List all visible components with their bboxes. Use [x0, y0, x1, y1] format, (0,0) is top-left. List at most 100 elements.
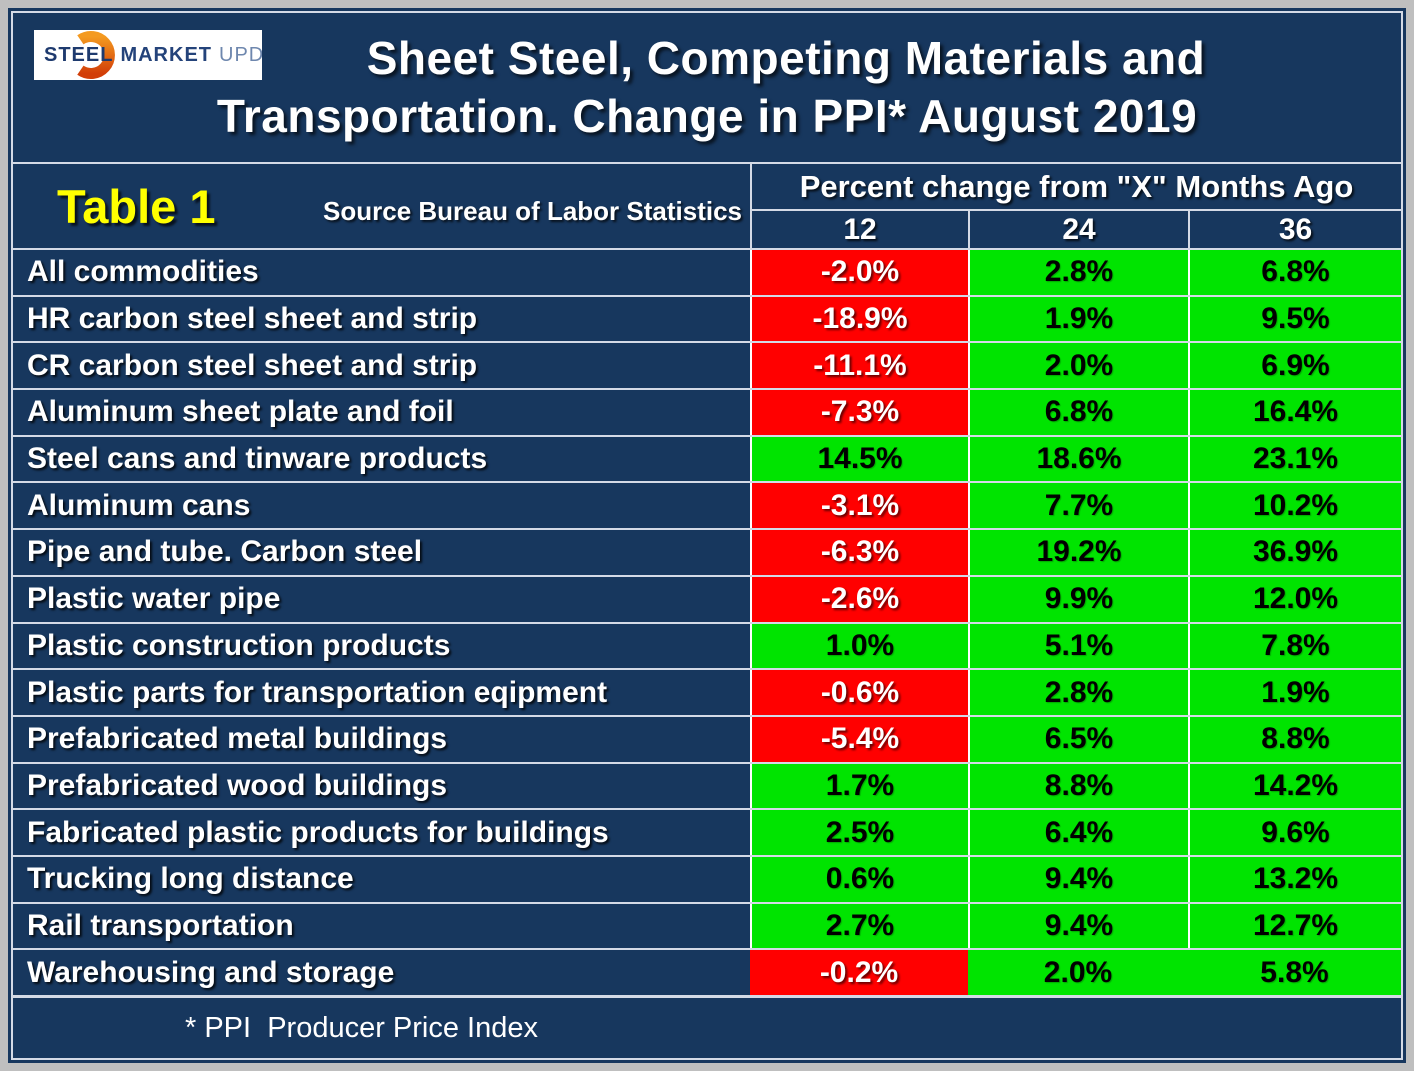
value-cell-12: -3.1%: [750, 483, 968, 529]
value-cell-36: 16.4%: [1188, 390, 1401, 435]
slide-content-frame: STEEL MARKET UPDATE Sheet Steel, Competi…: [11, 11, 1403, 1060]
table-header: Table 1 Source Bureau of Labor Statistic…: [13, 162, 1401, 250]
value-cell-12: 0.6%: [750, 856, 968, 902]
row-label-cell: Aluminum sheet plate and foil: [13, 390, 750, 435]
value-cell-24: 2.8%: [968, 250, 1188, 295]
value-cell-36: 13.2%: [1188, 856, 1401, 902]
page-title-line1: Sheet Steel, Competing Materials and: [366, 32, 1206, 84]
value-cell-12: -5.4%: [750, 716, 968, 762]
row-label: CR carbon steel sheet and strip: [27, 348, 478, 382]
value-cell-12: 2.5%: [750, 810, 968, 855]
logo-word-steel: STEEL: [44, 43, 114, 66]
row-label-cell: HR carbon steel sheet and strip: [13, 297, 750, 342]
value-cell-12: 1.0%: [750, 623, 968, 669]
value-cell-36: 10.2%: [1188, 483, 1401, 529]
row-label: Plastic construction products: [27, 628, 451, 662]
table-row: Aluminum sheet plate and foil -7.3% 6.8%…: [13, 390, 1401, 437]
table-row: All commodities -2.0% 2.8% 6.8%: [13, 250, 1401, 297]
column-header-24: 24: [968, 211, 1188, 248]
row-label-cell: Prefabricated metal buildings: [13, 717, 750, 762]
value-cell-12: -7.3%: [750, 390, 968, 435]
value-cell-12: -2.6%: [750, 576, 968, 622]
row-label: Fabricated plastic products for building…: [27, 815, 609, 849]
value-cell-12: -11.1%: [750, 343, 968, 389]
value-cell-36: 8.8%: [1188, 716, 1401, 762]
row-label-cell: Plastic parts for transportation eqipmen…: [13, 670, 750, 715]
value-cell-24: 6.5%: [968, 716, 1188, 762]
row-label-cell: Warehousing and storage: [13, 950, 750, 995]
value-cell-36: 12.0%: [1188, 576, 1401, 622]
value-cell-12: -0.2%: [750, 950, 968, 995]
logo-wordmark: STEEL MARKET UPDATE: [44, 30, 262, 80]
table-row: Steel cans and tinware products 14.5% 18…: [13, 436, 1401, 484]
row-label: Plastic parts for transportation eqipmen…: [27, 675, 608, 709]
row-label-cell: Aluminum cans: [13, 483, 750, 528]
row-label: Pipe and tube. Carbon steel: [27, 535, 423, 569]
value-cell-12: -18.9%: [750, 296, 968, 342]
value-cell-24: 9.4%: [968, 903, 1188, 949]
row-label: Prefabricated wood buildings: [27, 768, 448, 802]
value-cell-36: 14.2%: [1188, 763, 1401, 809]
table-row: CR carbon steel sheet and strip -11.1% 2…: [13, 343, 1401, 391]
value-cell-24: 8.8%: [968, 763, 1188, 809]
row-label-cell: All commodities: [13, 250, 750, 295]
table-corner-cell: Table 1 Source Bureau of Labor Statistic…: [13, 164, 750, 248]
value-cell-24: 18.6%: [968, 436, 1188, 482]
table-row: Rail transportation 2.7% 9.4% 12.7%: [13, 903, 1401, 951]
value-cell-24: 2.0%: [968, 343, 1188, 389]
group-header: Percent change from "X" Months Ago: [750, 164, 1401, 211]
table-row: Plastic construction products 1.0% 5.1% …: [13, 623, 1401, 671]
row-label-cell: Plastic construction products: [13, 624, 750, 669]
footnote-band: * PPI Producer Price Index: [13, 998, 1401, 1058]
value-cell-36: 1.9%: [1188, 670, 1401, 715]
row-label: Aluminum sheet plate and foil: [27, 395, 454, 429]
row-label-cell: Steel cans and tinware products: [13, 437, 750, 482]
table-row: Pipe and tube. Carbon steel -6.3% 19.2% …: [13, 530, 1401, 577]
row-label: Trucking long distance: [27, 862, 354, 896]
value-cell-24: 6.8%: [968, 390, 1188, 435]
page-title-line2: Transportation. Change in PPI* August 20…: [216, 90, 1198, 142]
column-header-12: 12: [750, 211, 968, 248]
value-cell-36: 6.8%: [1188, 250, 1401, 295]
slide-background: STEEL MARKET UPDATE Sheet Steel, Competi…: [8, 8, 1406, 1063]
row-label-cell: CR carbon steel sheet and strip: [13, 343, 750, 388]
row-label-cell: Plastic water pipe: [13, 577, 750, 622]
value-cell-36: 12.7%: [1188, 903, 1401, 949]
row-label-cell: Trucking long distance: [13, 857, 750, 902]
value-cell-12: -0.6%: [750, 670, 968, 715]
value-cell-36: 9.5%: [1188, 296, 1401, 342]
column-header-36: 36: [1188, 211, 1401, 248]
value-cell-36: 5.8%: [1188, 950, 1401, 995]
table-row: Plastic parts for transportation eqipmen…: [13, 670, 1401, 717]
value-cell-24: 1.9%: [968, 296, 1188, 342]
value-cell-12: -6.3%: [750, 530, 968, 575]
table-row: Plastic water pipe -2.6% 9.9% 12.0%: [13, 576, 1401, 624]
value-cell-36: 9.6%: [1188, 810, 1401, 855]
logo-word-market: MARKET: [120, 43, 212, 66]
value-cell-12: 1.7%: [750, 763, 968, 809]
title-band: STEEL MARKET UPDATE Sheet Steel, Competi…: [13, 13, 1401, 162]
row-label: All commodities: [27, 255, 259, 289]
value-cell-24: 9.4%: [968, 856, 1188, 902]
table-body: All commodities -2.0% 2.8% 6.8% HR carbo…: [13, 250, 1401, 998]
row-label: Aluminum cans: [27, 488, 251, 522]
value-cell-24: 5.1%: [968, 623, 1188, 669]
table-row: Fabricated plastic products for building…: [13, 810, 1401, 857]
row-label: Steel cans and tinware products: [27, 442, 488, 476]
value-cell-24: 2.8%: [968, 670, 1188, 715]
table-row: Prefabricated wood buildings 1.7% 8.8% 1…: [13, 763, 1401, 811]
table-row: Prefabricated metal buildings -5.4% 6.5%…: [13, 716, 1401, 764]
row-label-cell: Pipe and tube. Carbon steel: [13, 530, 750, 575]
table-number-label: Table 1: [57, 179, 216, 233]
row-label: Prefabricated metal buildings: [27, 722, 448, 756]
footnote-text: * PPI Producer Price Index: [185, 1011, 538, 1044]
value-cell-36: 6.9%: [1188, 343, 1401, 389]
row-label-cell: Fabricated plastic products for building…: [13, 810, 750, 855]
table-row: Warehousing and storage -0.2% 2.0% 5.8%: [13, 950, 1401, 995]
value-cell-24: 2.0%: [968, 950, 1188, 995]
value-cell-24: 19.2%: [968, 530, 1188, 575]
value-cell-36: 36.9%: [1188, 530, 1401, 575]
table-row: Aluminum cans -3.1% 7.7% 10.2%: [13, 483, 1401, 531]
logo-word-update: UPDATE: [219, 43, 262, 66]
table-row: HR carbon steel sheet and strip -18.9% 1…: [13, 296, 1401, 344]
